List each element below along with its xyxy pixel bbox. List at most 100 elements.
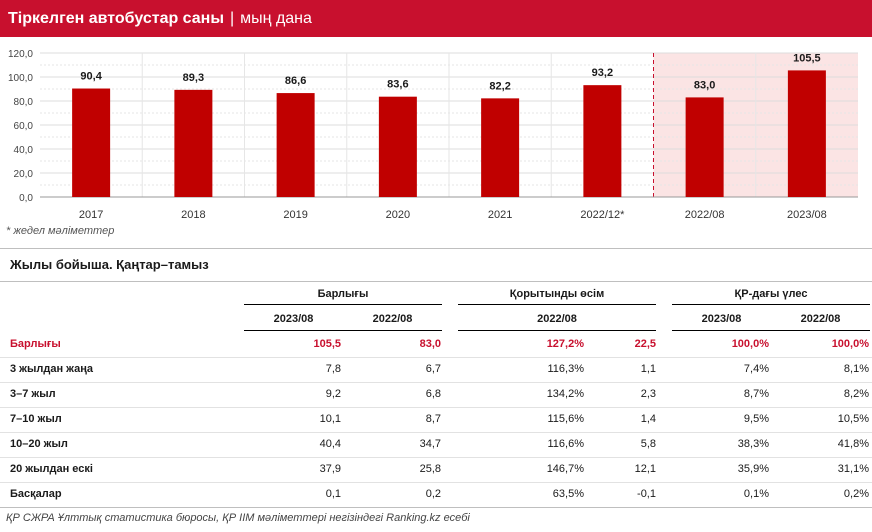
row-label: 7–10 жыл xyxy=(10,413,62,425)
table-cell: 37,9 xyxy=(319,463,341,475)
group-underline xyxy=(244,304,442,305)
y-tick-label: 60,0 xyxy=(14,121,34,132)
table-cell: 8,1% xyxy=(843,363,869,375)
table-cell: 38,3% xyxy=(737,438,769,450)
bar-chart: 0,0 20,0 40,0 60,0 80,0 100,0 120,0 90,4 2017 89,… xyxy=(8,49,858,221)
x-tick-label: 2017 xyxy=(79,209,103,221)
y-tick-label: 120,0 xyxy=(8,49,33,60)
table-cell: 9,5% xyxy=(743,413,769,425)
row-label: 3–7 жыл xyxy=(10,388,56,400)
table-cell: 0,2 xyxy=(425,488,441,500)
subheader-underline xyxy=(672,330,870,331)
group-header: ҚР-дағы үлес xyxy=(734,288,808,300)
table-cell: 2,3 xyxy=(640,388,656,400)
subheader: 2023/08 xyxy=(701,313,742,325)
table-cell: 8,7% xyxy=(743,388,769,400)
table-cell: 0,2% xyxy=(843,488,869,500)
table-cell: 10,1 xyxy=(319,413,341,425)
bar xyxy=(787,70,826,197)
row-divider xyxy=(0,407,872,408)
table-cell: 25,8 xyxy=(419,463,441,475)
row-label: 3 жылдан жаңа xyxy=(10,363,93,375)
table-cell: 40,4 xyxy=(319,438,341,450)
chart-unit: мың дана xyxy=(240,10,312,27)
table-cell: 12,1 xyxy=(634,463,656,475)
table-cell: 83,0 xyxy=(419,338,441,350)
table-cell: 10,5% xyxy=(837,413,869,425)
row-divider xyxy=(0,432,872,433)
table-cell: 116,3% xyxy=(547,363,585,375)
y-tick-label: 0,0 xyxy=(19,193,33,204)
table-cell: 1,4 xyxy=(640,413,656,425)
table-cell: 1,1 xyxy=(640,363,656,375)
table-cell: 105,5 xyxy=(313,338,341,350)
bar xyxy=(174,89,213,197)
group-underline xyxy=(458,304,656,305)
table-top-divider xyxy=(0,281,872,282)
bar xyxy=(72,88,111,197)
table-cell: 63,5% xyxy=(552,488,584,500)
row-divider xyxy=(0,382,872,383)
source-note: ҚР СЖРА Ұлттық статистика бюросы, ҚР ІІМ… xyxy=(6,512,470,524)
table-cell: 115,6% xyxy=(547,413,585,425)
group-header: Барлығы xyxy=(317,288,369,300)
y-tick-label: 80,0 xyxy=(14,97,34,108)
table-cell: -0,1 xyxy=(637,488,656,500)
row-label: 10–20 жыл xyxy=(10,438,68,450)
row-label: Барлығы xyxy=(10,338,61,350)
subheader: 2022/08 xyxy=(372,313,413,325)
table-bottom-divider xyxy=(0,507,872,508)
table-cell: 34,7 xyxy=(419,438,441,450)
data-label: 93,2 xyxy=(592,67,613,79)
table-cell: 0,1 xyxy=(325,488,341,500)
data-label: 86,6 xyxy=(285,75,306,87)
data-label: 90,4 xyxy=(80,71,102,83)
table-cell: 100,0% xyxy=(831,338,869,350)
data-label: 82,2 xyxy=(489,80,510,92)
subheader-underline xyxy=(244,330,442,331)
table-cell: 8,2% xyxy=(843,388,869,400)
data-label: 105,5 xyxy=(793,52,821,64)
x-tick-label: 2022/12* xyxy=(580,209,625,221)
chart-title: Тіркелген автобустар саны xyxy=(8,10,224,27)
table-cell: 134,2% xyxy=(546,388,584,400)
table-cell: 127,2% xyxy=(546,338,584,350)
row-divider xyxy=(0,457,872,458)
table-cell: 7,8 xyxy=(325,363,341,375)
table-cell: 9,2 xyxy=(325,388,341,400)
preliminary-note: * жедел мәліметтер xyxy=(6,225,115,237)
subheader: 2022/08 xyxy=(800,313,841,325)
table-cell: 7,4% xyxy=(743,363,769,375)
subheader-underline xyxy=(458,330,656,331)
table-cell: 0,1% xyxy=(743,488,769,500)
table-cell: 116,6% xyxy=(547,438,585,450)
group-header: Қорытынды өсім xyxy=(509,288,605,300)
y-tick-label: 40,0 xyxy=(14,145,34,156)
subheader: 2023/08 xyxy=(273,313,314,325)
x-tick-label: 2020 xyxy=(386,209,410,221)
x-tick-label: 2019 xyxy=(283,209,307,221)
data-label: 83,0 xyxy=(694,79,715,91)
bar xyxy=(276,93,315,197)
table-cell: 6,7 xyxy=(425,363,441,375)
row-label: Басқалар xyxy=(10,488,62,500)
bar xyxy=(481,98,520,197)
x-tick-label: 2022/08 xyxy=(685,209,725,221)
table-cell: 146,7% xyxy=(546,463,584,475)
table-cell: 6,8 xyxy=(425,388,441,400)
table-cell: 8,7 xyxy=(425,413,441,425)
title-bar: Тіркелген автобустар саны | мың дана xyxy=(0,0,872,37)
row-divider xyxy=(0,482,872,483)
data-label: 83,6 xyxy=(387,79,408,91)
table-cell: 31,1% xyxy=(837,463,869,475)
section-divider xyxy=(0,248,872,249)
data-label: 89,3 xyxy=(183,72,204,84)
x-tick-label: 2021 xyxy=(488,209,512,221)
bar xyxy=(685,97,724,197)
table-cell: 5,8 xyxy=(640,438,656,450)
x-tick-label: 2018 xyxy=(181,209,205,221)
y-tick-label: 20,0 xyxy=(14,169,34,180)
subheader: 2022/08 xyxy=(537,313,577,325)
row-label: 20 жылдан ескі xyxy=(10,463,93,475)
table-title: Жылы бойыша. Қаңтар–тамыз xyxy=(10,257,209,272)
